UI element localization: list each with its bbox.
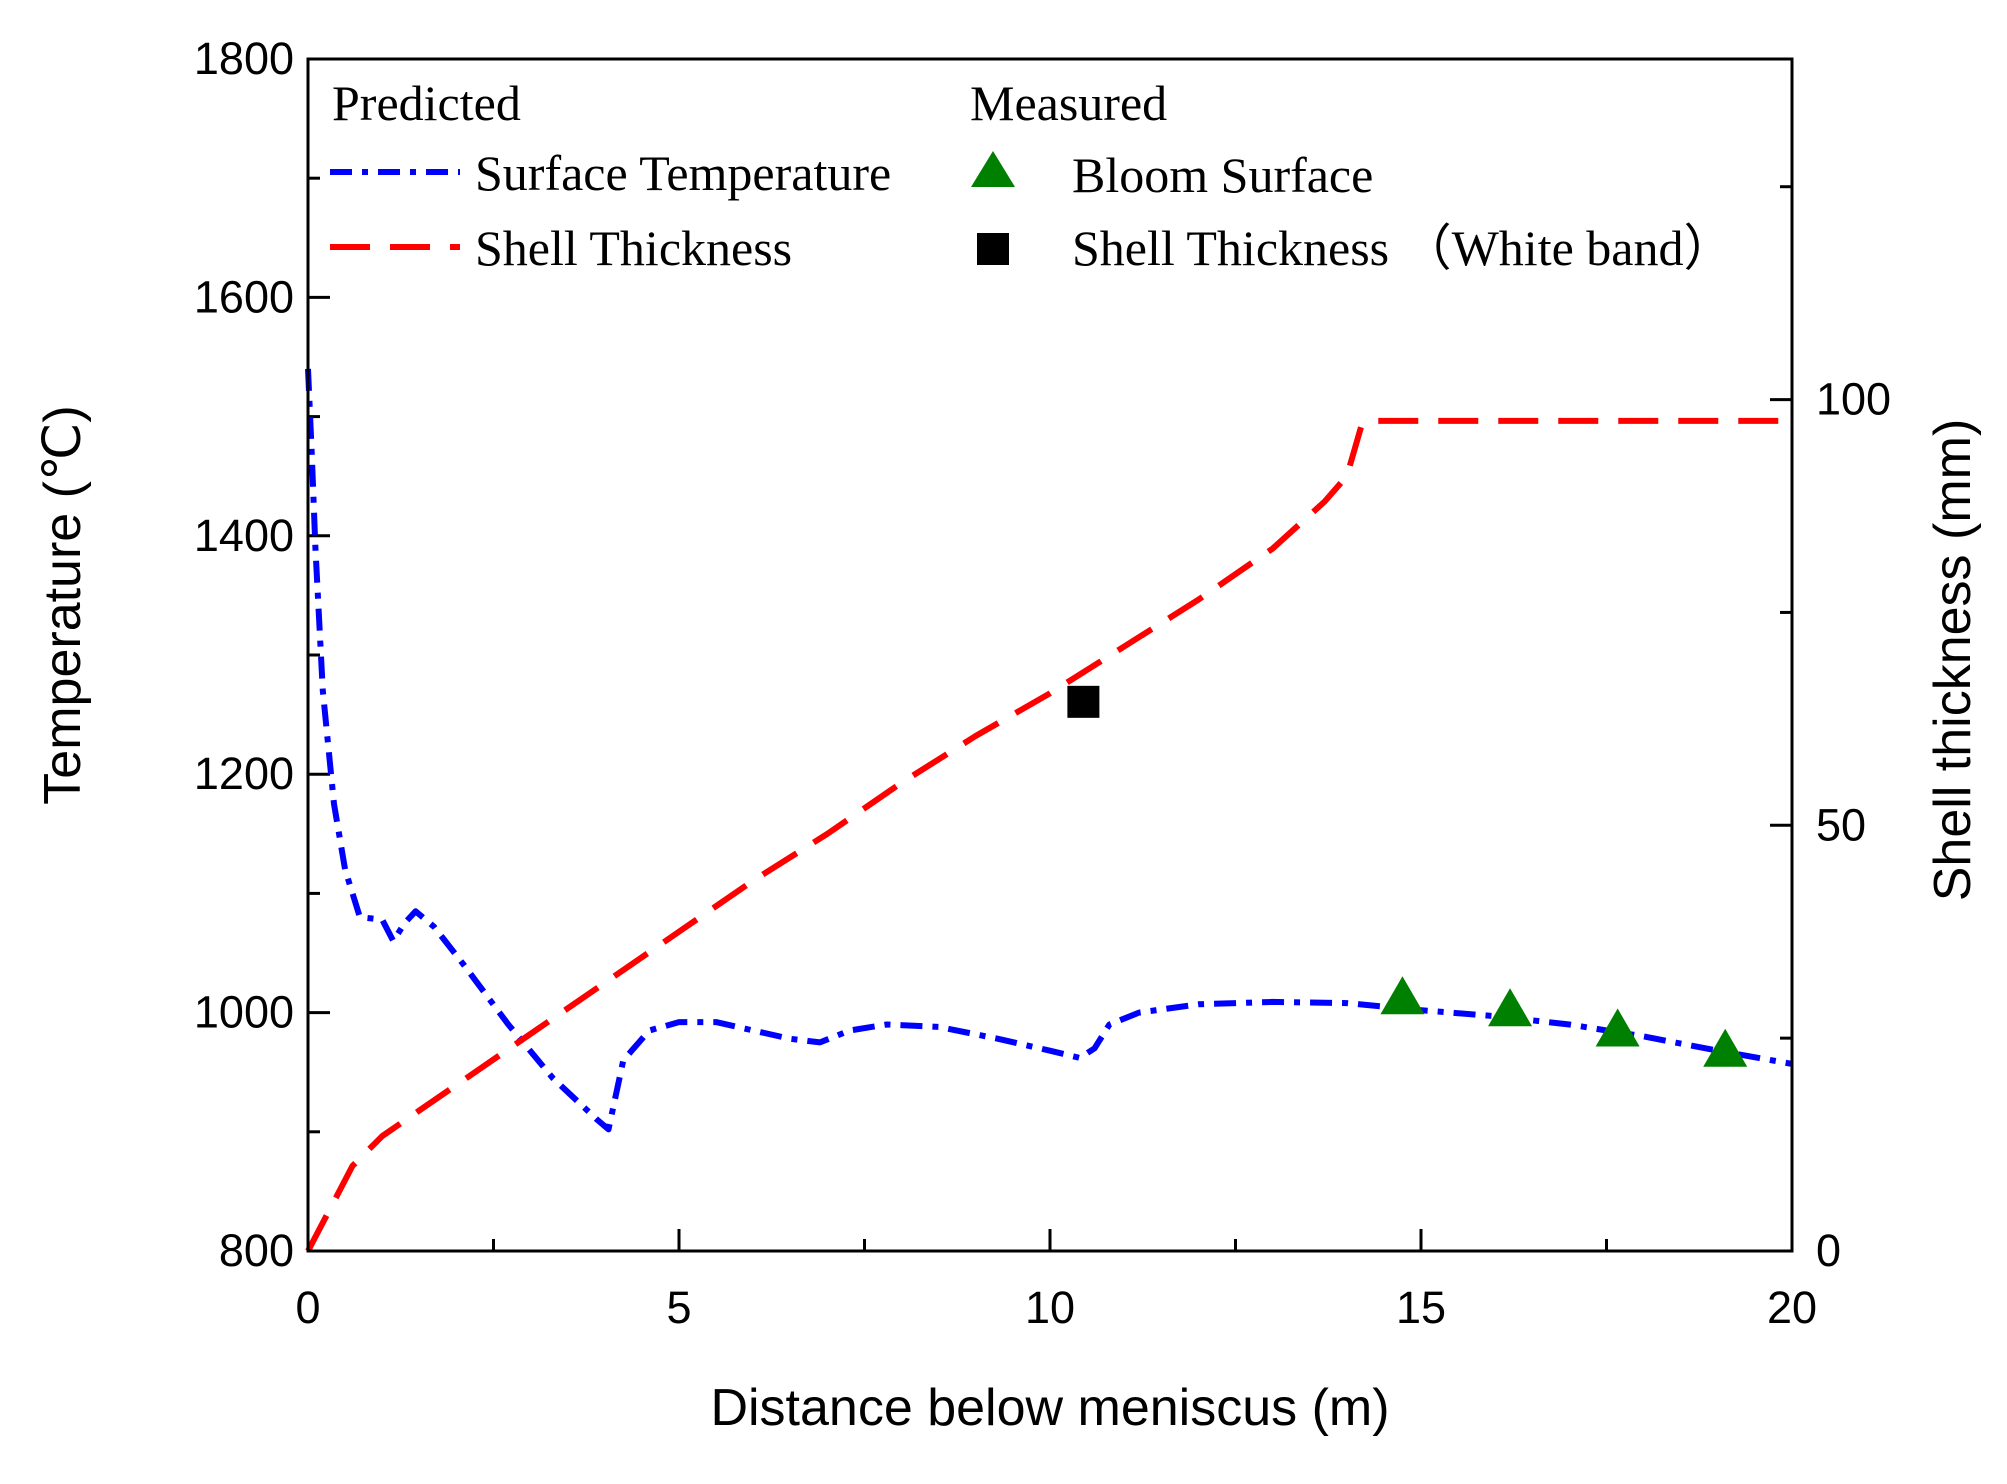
legend-surface-temperature-label: Surface Temperature (475, 145, 891, 201)
x-tick-label: 15 (1396, 1282, 1446, 1333)
y-left-tick-label: 1400 (194, 510, 294, 561)
y-left-tick-label: 1800 (194, 33, 294, 84)
y-left-tick-label: 800 (219, 1225, 294, 1276)
shell-thickness-line (305, 417, 1792, 1253)
x-tick-label: 5 (666, 1282, 691, 1333)
legend-white-band-label: Shell Thickness （White band） (1072, 220, 1733, 276)
plot-frame (306, 57, 1794, 1253)
x-tick-label: 10 (1025, 1282, 1075, 1333)
x-axis-title: Distance below meniscus (m) (710, 1379, 1389, 1437)
bloom-surface-marker (1703, 1028, 1748, 1067)
surface-temperature-line (305, 368, 1793, 1133)
legend-shell-thickness-label: Shell Thickness (475, 220, 792, 276)
y-right-tick-label: 100 (1816, 374, 1891, 425)
y-left-tick-label: 1000 (194, 987, 294, 1038)
y-right-tick-label: 50 (1816, 799, 1866, 850)
ticks-layer: 0 5 10 15 20 800 1000 1200 1400 1600 1800 0 50 100 (194, 33, 1891, 1333)
x-tick-label: 20 (1767, 1282, 1817, 1333)
legend-predicted-heading: Predicted (332, 75, 521, 131)
bloom-surface-marker (1488, 988, 1533, 1027)
legend-bloom-surface-label: Bloom Surface (1072, 147, 1373, 203)
white-band-marker (1067, 685, 1100, 718)
legend-measured-heading: Measured (970, 75, 1167, 131)
legend: Predicted Measured Surface Temperature S… (330, 75, 1733, 276)
legend-bloom-surface-triangle (971, 151, 1015, 187)
y-left-axis-title: Temperature (℃) (34, 405, 92, 804)
bloom-surface-marker (1595, 1008, 1640, 1047)
markers-layer (1067, 685, 1748, 1067)
x-tick-label: 0 (295, 1282, 320, 1333)
y-left-tick-label: 1600 (194, 271, 294, 322)
legend-white-band-square (977, 233, 1009, 265)
series-layer (305, 368, 1793, 1253)
bloom-surface-marker (1380, 976, 1425, 1015)
y-right-tick-label: 0 (1816, 1225, 1841, 1276)
y-left-tick-label: 1200 (194, 748, 294, 799)
y-right-axis-title: Shell thickness (mm) (1924, 419, 1982, 902)
